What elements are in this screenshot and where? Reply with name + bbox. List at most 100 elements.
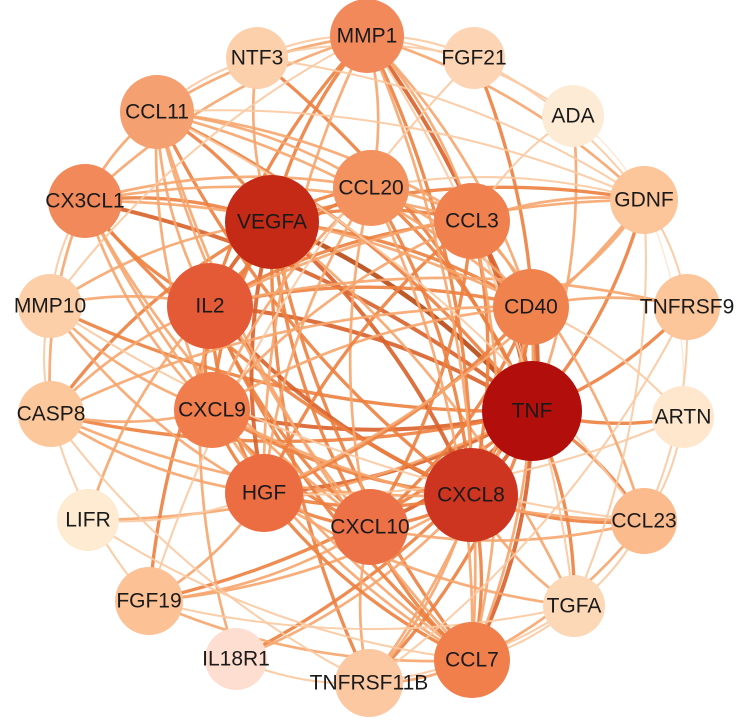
node-circle <box>167 263 253 349</box>
node-label: CD40 <box>504 296 558 319</box>
node-cd40[interactable]: CD40 <box>493 269 569 345</box>
node-fgf21[interactable]: FGF21 <box>441 27 507 89</box>
edge-HGF-CD40 <box>263 305 533 495</box>
node-tnfrsf9[interactable]: TNFRSF9 <box>640 274 735 340</box>
node-circle <box>543 575 605 637</box>
node-label: MMP10 <box>14 295 86 318</box>
node-label: CCL7 <box>445 649 499 672</box>
node-cxcl10[interactable]: CXCL10 <box>330 489 410 565</box>
node-circle <box>333 150 409 226</box>
node-circle <box>48 164 122 238</box>
node-label: TNF <box>512 400 553 423</box>
node-cx3cl1[interactable]: CX3CL1 <box>45 164 125 238</box>
edge-IL2-CCL7 <box>208 305 474 662</box>
node-artn[interactable]: ARTN <box>652 386 714 448</box>
node-ntf3[interactable]: NTF3 <box>226 27 288 89</box>
edge-FGF19-FGF21 <box>148 57 475 602</box>
node-il18r1[interactable]: IL18R1 <box>202 628 270 690</box>
edge-LIFR-CCL7 <box>87 519 473 662</box>
node-label: CCL3 <box>445 210 499 233</box>
node-label: CXCL8 <box>437 484 505 507</box>
node-label: CX3CL1 <box>45 190 124 213</box>
node-ccl11[interactable]: CCL11 <box>120 75 194 149</box>
node-ccl20[interactable]: CCL20 <box>333 150 409 226</box>
edge-GDNF-NTF3 <box>256 56 645 201</box>
node-circle <box>174 372 250 448</box>
edge-TNFRSF9-TNFRSF11B <box>368 306 688 684</box>
node-hgf[interactable]: HGF <box>225 454 303 532</box>
edge-CCL11-CCL7 <box>155 111 473 661</box>
node-gdnf[interactable]: GDNF <box>610 166 678 234</box>
node-tnfrsf11b[interactable]: TNFRSF11B <box>310 649 429 717</box>
node-label: HGF <box>242 482 286 505</box>
node-label: LIFR <box>65 509 111 532</box>
node-layer: MMP1 NTF3 FGF21 ADA CCL11 CX3CL1 GDNF CCL20 VEGF… <box>14 0 734 717</box>
node-circle <box>120 75 194 149</box>
node-circle <box>205 628 267 690</box>
node-cxcl8[interactable]: CXCL8 <box>424 448 518 542</box>
node-circle <box>330 0 404 73</box>
node-label: CXCL9 <box>178 399 246 422</box>
node-circle <box>611 488 677 554</box>
node-ccl23[interactable]: CCL23 <box>611 488 677 554</box>
edge-MMP1-CCL7 <box>365 35 477 661</box>
node-label: CXCL10 <box>330 516 409 539</box>
node-circle <box>434 622 510 698</box>
edge-TGFA-FGF19 <box>148 600 575 631</box>
node-ccl3[interactable]: CCL3 <box>434 183 510 259</box>
node-circle <box>18 274 82 338</box>
node-label: ARTN <box>655 406 712 429</box>
edge-CD40-MMP1 <box>366 35 533 308</box>
node-circle <box>493 269 569 345</box>
node-mmp1[interactable]: MMP1 <box>330 0 404 73</box>
node-il2[interactable]: IL2 <box>167 263 253 349</box>
node-circle <box>335 649 403 717</box>
node-label: CASP8 <box>17 403 86 426</box>
edge-CCL3-CCL23 <box>471 220 646 522</box>
node-cxcl9[interactable]: CXCL9 <box>174 372 250 448</box>
edge-HGF-CCL20 <box>262 187 373 494</box>
node-circle <box>115 567 183 635</box>
node-circle <box>654 274 720 340</box>
node-circle <box>610 166 678 234</box>
edge-MMP1-GDNF <box>366 34 645 201</box>
edge-CD40-CCL7 <box>470 306 535 661</box>
node-ccl7[interactable]: CCL7 <box>434 622 510 698</box>
node-label: GDNF <box>614 189 674 212</box>
edge-CXCL9-CCL11 <box>154 111 214 411</box>
edge-CASP8-TNFRSF11B <box>50 413 370 684</box>
edge-HGF-TGFA <box>263 491 575 608</box>
node-tnf[interactable]: TNF <box>482 361 582 461</box>
node-label: CCL11 <box>125 101 189 124</box>
node-label: CCL20 <box>338 177 403 200</box>
edge-CXCL10-CCL3 <box>368 220 474 528</box>
edge-CCL3-CCL11 <box>156 110 473 223</box>
edge-CCL11-CCL23 <box>156 111 645 522</box>
edge-IL2-GDNF <box>209 198 645 308</box>
node-label: TGFA <box>547 595 602 618</box>
edge-CXCL9-CD40 <box>211 305 532 412</box>
node-label: ADA <box>551 105 594 128</box>
node-casp8[interactable]: CASP8 <box>17 381 86 447</box>
node-label: FGF21 <box>441 47 506 70</box>
node-circle <box>652 386 714 448</box>
node-label: MMP1 <box>337 25 398 48</box>
node-label: NTF3 <box>231 47 284 70</box>
edge-CX3CL1-CCL7 <box>83 200 473 662</box>
node-vegfa[interactable]: VEGFA <box>225 175 319 269</box>
node-label: FGF19 <box>116 590 181 613</box>
node-lifr[interactable]: LIFR <box>57 489 119 551</box>
edge-CXCL10-CCL20 <box>348 187 373 528</box>
node-circle <box>18 381 84 447</box>
edge-HGF-GDNF <box>263 199 646 495</box>
node-circle <box>225 454 303 532</box>
node-label: CCL23 <box>611 510 676 533</box>
node-label: TNFRSF11B <box>310 672 429 695</box>
node-tgfa[interactable]: TGFA <box>543 575 605 637</box>
node-ada[interactable]: ADA <box>542 85 604 147</box>
node-mmp10[interactable]: MMP10 <box>14 274 86 338</box>
node-circle <box>443 27 505 89</box>
node-fgf19[interactable]: FGF19 <box>115 567 183 635</box>
node-circle <box>424 448 518 542</box>
